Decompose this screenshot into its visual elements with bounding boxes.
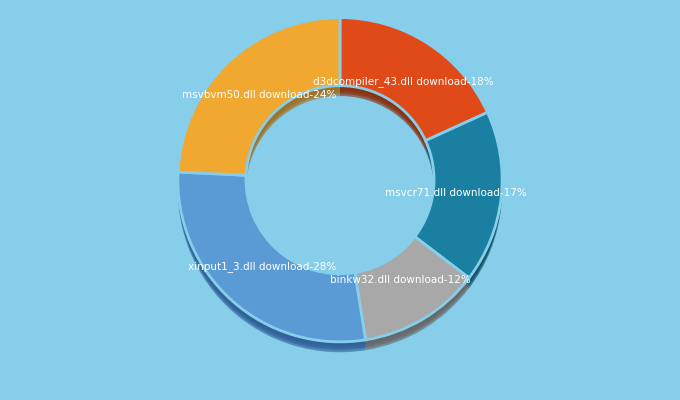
Wedge shape xyxy=(355,237,469,340)
Text: binkw32.dll download-12%: binkw32.dll download-12% xyxy=(330,275,471,285)
Text: xinput1_3.dll download-28%: xinput1_3.dll download-28% xyxy=(188,261,337,272)
Wedge shape xyxy=(340,24,488,147)
Wedge shape xyxy=(178,28,340,186)
Wedge shape xyxy=(340,26,488,149)
Wedge shape xyxy=(415,116,502,282)
Wedge shape xyxy=(178,20,340,177)
Wedge shape xyxy=(415,123,502,288)
Wedge shape xyxy=(355,245,469,348)
Wedge shape xyxy=(340,28,488,151)
Wedge shape xyxy=(178,172,366,342)
Wedge shape xyxy=(178,24,340,182)
Wedge shape xyxy=(415,119,502,284)
Wedge shape xyxy=(340,22,488,145)
Text: msvcr71.dll download-17%: msvcr71.dll download-17% xyxy=(385,188,527,198)
Wedge shape xyxy=(355,237,469,340)
Wedge shape xyxy=(355,243,469,346)
Wedge shape xyxy=(355,239,469,342)
Wedge shape xyxy=(178,18,340,175)
Text: d3dcompiler_43.dll download-18%: d3dcompiler_43.dll download-18% xyxy=(313,76,494,87)
Text: msvbvm50.dll download-24%: msvbvm50.dll download-24% xyxy=(182,90,337,100)
Wedge shape xyxy=(340,18,488,141)
Wedge shape xyxy=(415,121,502,286)
Wedge shape xyxy=(178,22,340,180)
Wedge shape xyxy=(178,182,366,352)
Wedge shape xyxy=(355,247,469,350)
Wedge shape xyxy=(340,18,488,141)
Wedge shape xyxy=(355,241,469,344)
Wedge shape xyxy=(415,114,502,280)
Wedge shape xyxy=(415,112,502,278)
Wedge shape xyxy=(178,178,366,348)
Wedge shape xyxy=(178,174,366,344)
Wedge shape xyxy=(340,20,488,143)
Wedge shape xyxy=(178,180,366,350)
Wedge shape xyxy=(178,172,366,342)
Wedge shape xyxy=(415,112,502,278)
Wedge shape xyxy=(178,26,340,184)
Wedge shape xyxy=(178,18,340,175)
Wedge shape xyxy=(178,176,366,346)
